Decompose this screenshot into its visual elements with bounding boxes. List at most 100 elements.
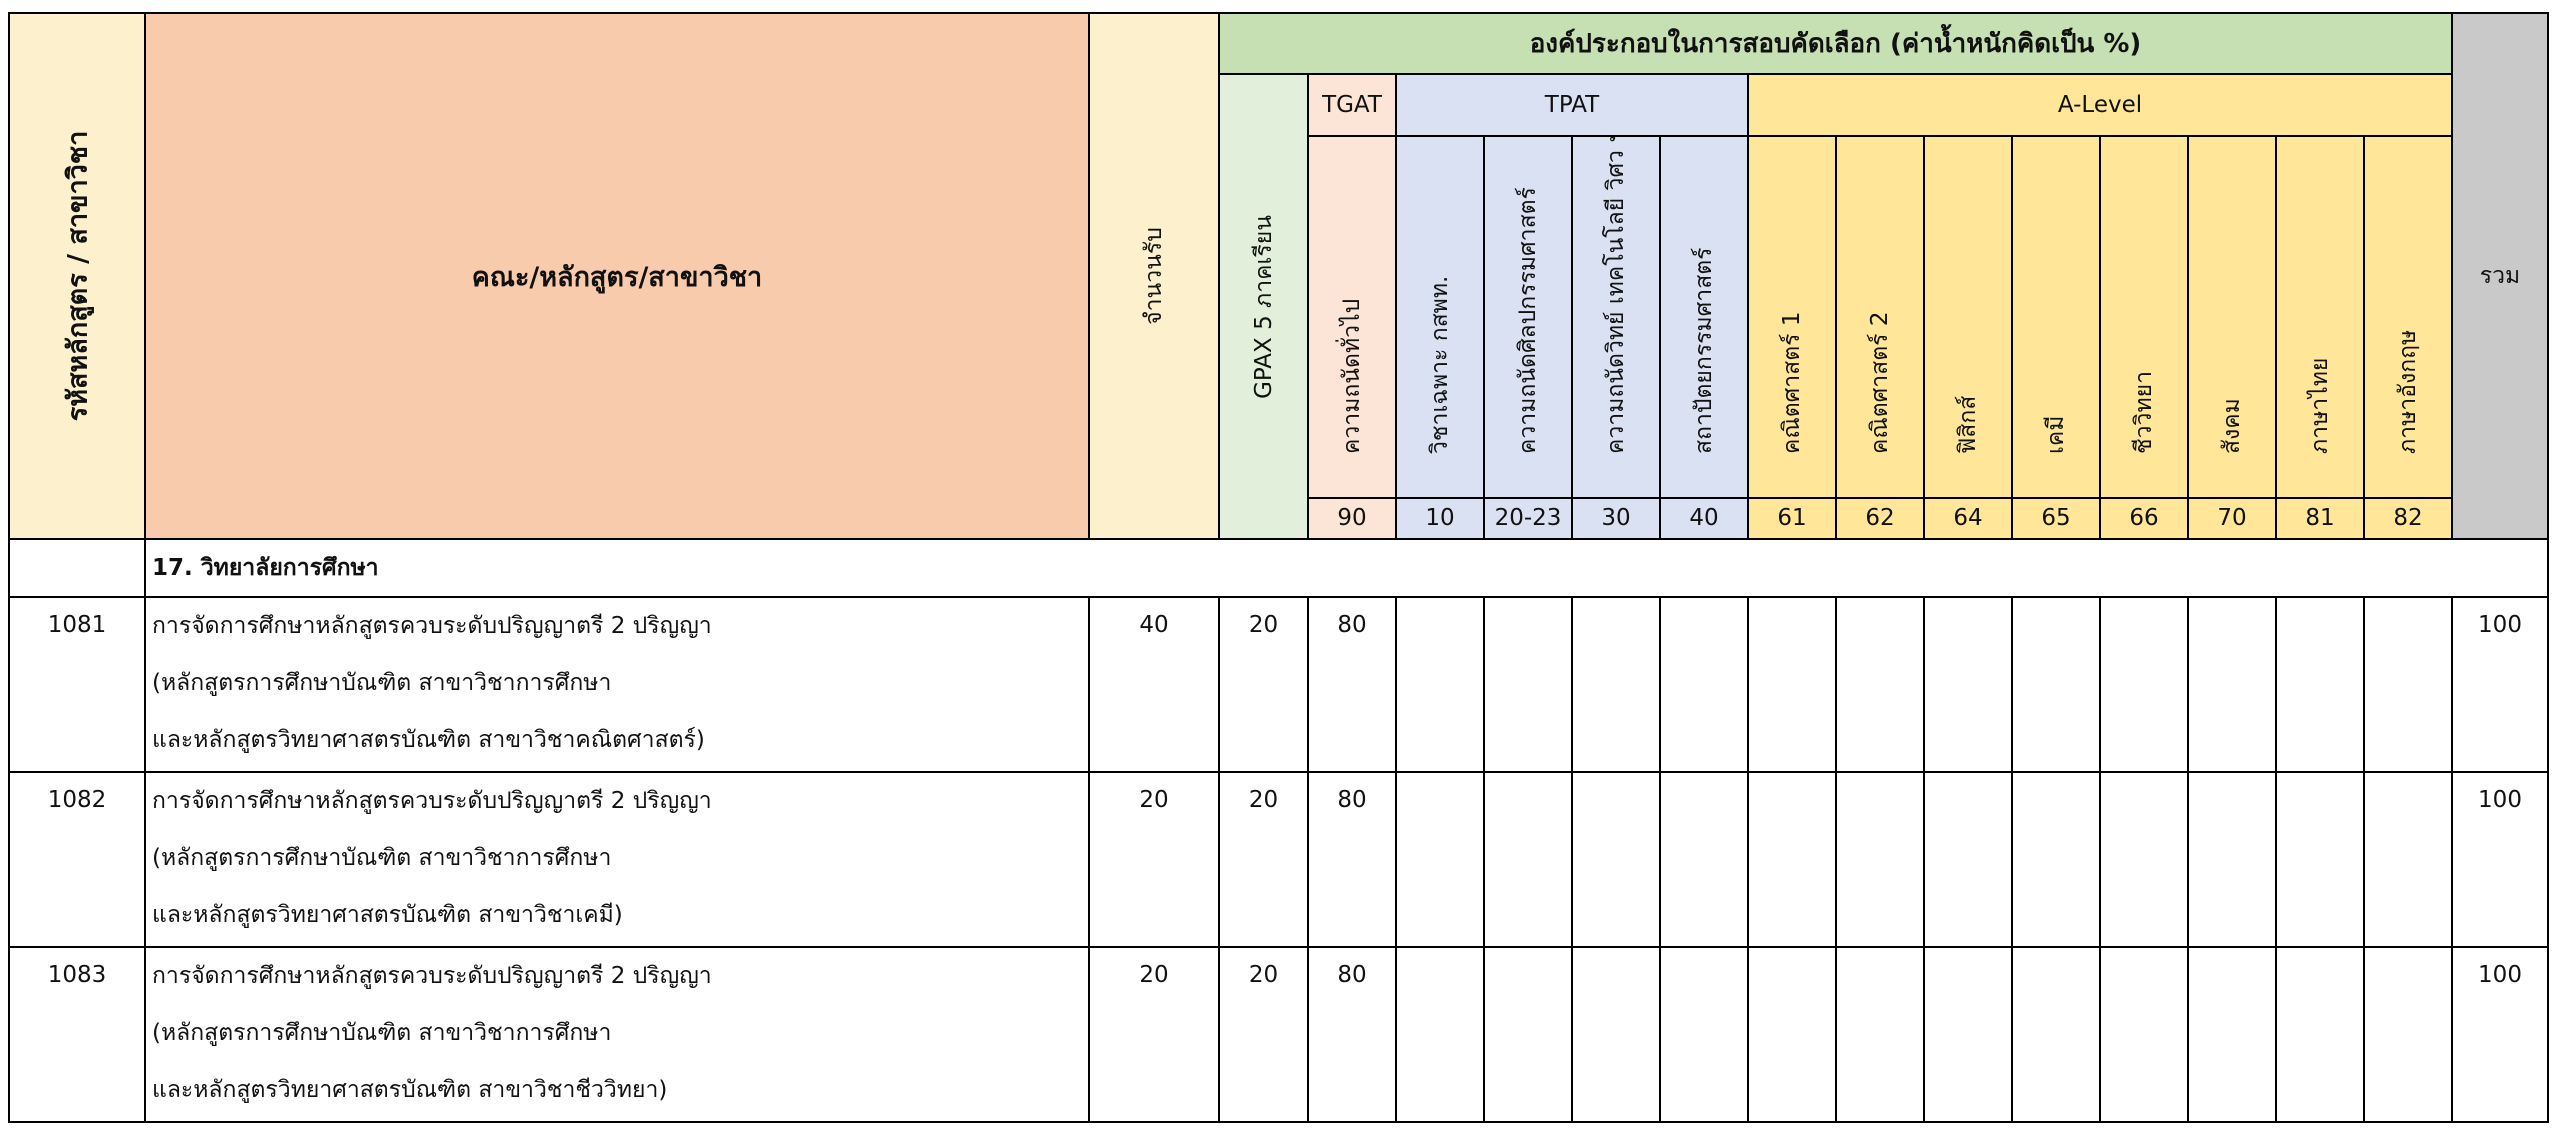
subject-name: คณิตศาสตร์ 1 [1779,311,1805,455]
row-weight-cell [1835,771,1925,948]
row-weight-cell [2187,596,2277,773]
subject-code: 62 [1835,496,1925,541]
row-weight-cell [1483,946,1573,1123]
row-weight-cell [2099,596,2189,773]
subject-name: ภาษาไทย [2307,357,2333,455]
subject-code: 30 [1571,496,1661,541]
program-line: การจัดการศึกษาหลักสูตรควบระดับปริญญาตรี … [152,963,712,989]
row-weight-cell [1395,596,1485,773]
row-weight-cell [1923,596,2013,773]
subject-code: 61 [1747,496,1837,541]
program-line: และหลักสูตรวิทยาศาสตรบัณฑิต สาขาวิชาชีวว… [152,1077,668,1103]
subject-name: ภาษาอังกฤษ [2395,329,2421,455]
subject-name: เคมี [2043,415,2069,455]
row-weight-cell [1395,946,1485,1123]
row-weight-cell [1483,596,1573,773]
table-row: 1082 การจัดการศึกษาหลักสูตรควบระดับปริญญา… [8,771,2549,948]
section-spacer [8,538,146,598]
row-weight-cell [2011,596,2101,773]
row-weight-cell: 80 [1307,771,1397,948]
header-program: คณะ/หลักสูตร/สาขาวิชา [144,12,1090,540]
program-line: (หลักสูตรการศึกษาบัณฑิต สาขาวิชาการศึกษา [152,670,612,696]
subject-name: ชีววิทยา [2131,371,2157,455]
row-seats: 20 [1088,946,1220,1123]
subject-header: คณิตศาสตร์ 2 [1835,135,1925,499]
subject-header: สถาปัตยกรรมศาสตร์ [1659,135,1749,499]
program-line: (หลักสูตรการศึกษาบัณฑิต สาขาวิชาการศึกษา [152,845,612,871]
subject-header: สังคม [2187,135,2277,499]
row-weight-cell [2363,596,2453,773]
subject-code: 64 [1923,496,2013,541]
group-tpat: TPAT [1395,72,1749,138]
subject-name: ความถนัดวิทย์ เทคโนโลยี วิศว ฯ [1603,136,1629,455]
row-gpax: 20 [1218,946,1309,1123]
header-components: องค์ประกอบในการสอบคัดเลือก (ค่าน้ำหนักคิ… [1218,12,2453,75]
section-title: 17. วิทยาลัยการศึกษา [144,538,2549,598]
row-code: 1081 [8,596,146,773]
row-weight-cell [2099,946,2189,1123]
subject-name: ความถนัดทั่วไป [1339,298,1365,455]
row-weight-cell [1747,946,1837,1123]
subject-name: ความถนัดศิลปกรรมศาสตร์ [1515,187,1541,455]
row-weight-cell [1571,946,1661,1123]
subject-header: ชีววิทยา [2099,135,2189,499]
subject-code: 20-23 [1483,496,1573,541]
row-weight-cell [2363,771,2453,948]
subject-code: 66 [2099,496,2189,541]
row-program: การจัดการศึกษาหลักสูตรควบระดับปริญญาตรี … [144,946,1090,1123]
row-weight-cell [1483,771,1573,948]
subject-header: ความถนัดศิลปกรรมศาสตร์ [1483,135,1573,499]
row-total: 100 [2451,771,2549,948]
row-weight-cell [1923,946,2013,1123]
row-weight-cell [2011,771,2101,948]
program-line: (หลักสูตรการศึกษาบัณฑิต สาขาวิชาการศึกษา [152,1020,612,1046]
subject-code: 82 [2363,496,2453,541]
row-weight-cell [1395,771,1485,948]
row-weight-cell [1571,771,1661,948]
admission-table: รหัสหลักสูตร / สาขาวิชา คณะ/หลักสูตร/สาข… [8,12,2549,1123]
subject-name: สถาปัตยกรรมศาสตร์ [1691,247,1717,455]
row-weight-cell [2011,946,2101,1123]
table-row: 1081 การจัดการศึกษาหลักสูตรควบระดับปริญญา… [8,596,2549,773]
subject-header: วิชาเฉพาะ กสพท. [1395,135,1485,499]
group-alevel: A-Level [1747,72,2453,138]
subject-code: 40 [1659,496,1749,541]
header-seats-label: จำนวนรับ [1141,227,1167,325]
subject-name: คณิตศาสตร์ 2 [1867,311,1893,455]
row-weight-cell [1659,771,1749,948]
row-weight-cell [1659,946,1749,1123]
row-weight-cell [1835,946,1925,1123]
group-tgat: TGAT [1307,72,1397,138]
subject-header: ความถนัดวิทย์ เทคโนโลยี วิศว ฯ [1571,135,1661,499]
row-weight-cell [2275,596,2365,773]
row-weight-cell [2363,946,2453,1123]
row-weight-cell [2099,771,2189,948]
header-gpax-label: GPAX 5 ภาคเรียน [1250,214,1277,399]
row-weight-cell: 80 [1307,946,1397,1123]
row-weight-cell [2187,946,2277,1123]
row-seats: 40 [1088,596,1220,773]
row-weight-cell [1659,596,1749,773]
subject-header: ภาษาอังกฤษ [2363,135,2453,499]
subject-code: 81 [2275,496,2365,541]
program-line: และหลักสูตรวิทยาศาสตรบัณฑิต สาขาวิชาคณิต… [152,727,705,753]
row-weight-cell [1747,771,1837,948]
subject-header: ฟิสิกส์ [1923,135,2013,499]
row-weight-cell [1835,596,1925,773]
header-gpax: GPAX 5 ภาคเรียน [1218,73,1309,540]
row-code: 1083 [8,946,146,1123]
subject-header: ความถนัดทั่วไป [1307,135,1397,499]
table-row: 1083 การจัดการศึกษาหลักสูตรควบระดับปริญญา… [8,946,2549,1123]
subject-header: คณิตศาสตร์ 1 [1747,135,1837,499]
program-line: การจัดการศึกษาหลักสูตรควบระดับปริญญาตรี … [152,613,712,639]
row-weight-cell [2275,946,2365,1123]
header-code-label: รหัสหลักสูตร / สาขาวิชา [62,130,94,422]
row-code: 1082 [8,771,146,948]
row-program: การจัดการศึกษาหลักสูตรควบระดับปริญญาตรี … [144,596,1090,773]
program-line: และหลักสูตรวิทยาศาสตรบัณฑิต สาขาวิชาเคมี… [152,902,623,928]
row-program: การจัดการศึกษาหลักสูตรควบระดับปริญญาตรี … [144,771,1090,948]
program-line: การจัดการศึกษาหลักสูตรควบระดับปริญญาตรี … [152,788,712,814]
row-gpax: 20 [1218,596,1309,773]
subject-header: เคมี [2011,135,2101,499]
row-weight-cell: 80 [1307,596,1397,773]
